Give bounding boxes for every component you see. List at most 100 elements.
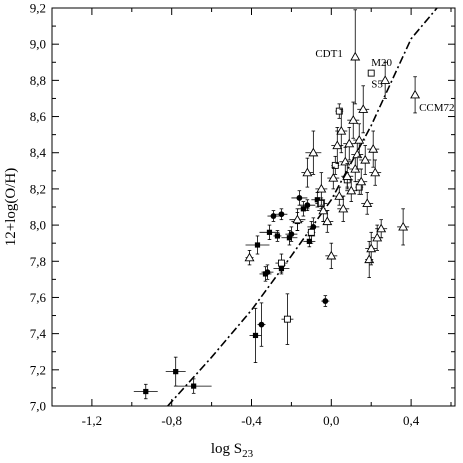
data-point: [327, 166, 340, 190]
data-point: [301, 157, 314, 188]
y-tick-label: 7,6: [30, 290, 47, 305]
marker-open-triangle: [350, 163, 361, 173]
marker-open-triangle: [350, 51, 361, 61]
data-point: [289, 208, 306, 231]
data-point: [410, 76, 421, 114]
marker-filled-square: [274, 233, 281, 239]
data-point: [175, 378, 212, 394]
marker-filled-circle: [264, 269, 271, 276]
data-point: [245, 235, 270, 255]
marker-open-triangle: [336, 125, 347, 135]
data-point: [275, 208, 288, 221]
marker-open-triangle: [340, 156, 351, 166]
marker-open-triangle: [348, 115, 359, 124]
x-tick-label: 0,0: [323, 413, 339, 428]
marker-open-triangle: [318, 205, 329, 215]
marker-filled-square: [314, 197, 320, 203]
data-point: [357, 85, 370, 134]
data-point: [273, 230, 282, 242]
annotation-label: CCM72: [419, 102, 454, 114]
data-point: [307, 221, 316, 244]
data-point: [261, 264, 274, 280]
data-point: [305, 130, 322, 175]
y-tick-label: 8,0: [30, 218, 46, 233]
marker-open-triangle: [308, 147, 319, 157]
marker-filled-square: [173, 369, 179, 375]
data-point: [281, 230, 298, 246]
marker-open-triangle: [366, 243, 377, 253]
marker-open-triangle: [338, 203, 349, 213]
x-axis-label: log S23: [211, 441, 254, 460]
marker-open-triangle: [360, 154, 371, 164]
data-point: [333, 186, 346, 206]
data-point: [369, 159, 382, 186]
marker-filled-circle: [310, 224, 317, 230]
marker-filled-square: [306, 238, 312, 244]
data-point: [380, 61, 391, 99]
data-point: [303, 235, 316, 248]
annotations-group: CDT1 M20 S5 CCM72: [315, 48, 454, 114]
axis-ticks: -1,2 -0,8 -0,4 0,0 0,4 7,0 7,2 7,4 7,6 7,8 8,0 8,2 8…: [30, 1, 455, 428]
marker-open-triangle: [370, 167, 381, 177]
data-point: [257, 302, 266, 347]
data-point: [375, 219, 388, 239]
marker-filled-square: [252, 332, 259, 339]
data-point: [345, 179, 358, 202]
data-point: [361, 192, 374, 215]
marker-open-triangle: [346, 185, 357, 195]
annotation-label: CDT1: [315, 48, 343, 60]
x-tick-label: 0,4: [403, 413, 420, 428]
marker-open-triangle: [302, 167, 313, 177]
marker-open-triangle: [322, 216, 333, 226]
data-point: [337, 195, 350, 222]
data-point: [165, 356, 186, 387]
data-point: [367, 130, 380, 168]
marker-open-triangle: [326, 250, 337, 260]
data-point: [367, 69, 375, 77]
data-point: [285, 226, 298, 242]
y-tick-label: 7,8: [30, 254, 46, 269]
marker-filled-circle: [258, 321, 265, 328]
data-point: [331, 155, 340, 175]
data-point: [249, 307, 262, 363]
data-point: [335, 103, 344, 119]
data-point: [244, 250, 255, 266]
marker-filled-square: [254, 242, 261, 248]
data-point: [291, 190, 308, 206]
data-point: [321, 210, 334, 233]
y-tick-label: 9,2: [30, 1, 46, 16]
data-point: [275, 253, 288, 273]
data-point: [133, 383, 158, 400]
marker-open-triangle: [372, 232, 383, 242]
annotation-label: M20: [371, 57, 392, 69]
data-point: [355, 168, 368, 195]
data-point: [359, 145, 372, 175]
marker-filled-circle: [304, 202, 311, 209]
marker-open-square: [307, 228, 315, 236]
marker-open-triangle: [316, 183, 327, 193]
data-point: [325, 242, 338, 269]
annotation-label: S5: [371, 79, 383, 91]
plot-frame: [51, 7, 456, 407]
x-axis-label-main: log S: [211, 441, 242, 457]
x-tick-label: -0,8: [161, 413, 182, 428]
marker-open-triangle: [362, 198, 373, 207]
marker-open-triangle: [356, 176, 367, 186]
y-tick-label: 7,0: [30, 399, 46, 414]
x-axis-label-subscript: 23: [242, 448, 254, 460]
marker-open-triangle: [334, 191, 345, 200]
marker-open-triangle: [376, 223, 387, 233]
marker-open-triangle: [380, 75, 391, 84]
marker-filled-square: [143, 388, 149, 395]
data-point: [347, 101, 360, 139]
marker-filled-circle: [296, 195, 303, 201]
data-point: [335, 108, 348, 154]
marker-open-square: [367, 69, 375, 77]
marker-open-triangle: [368, 144, 379, 153]
y-tick-label: 8,6: [30, 109, 47, 124]
marker-open-square: [335, 107, 343, 115]
y-tick-label: 7,4: [30, 326, 47, 341]
y-tick-label: 7,2: [30, 362, 46, 377]
marker-filled-square: [300, 206, 306, 212]
